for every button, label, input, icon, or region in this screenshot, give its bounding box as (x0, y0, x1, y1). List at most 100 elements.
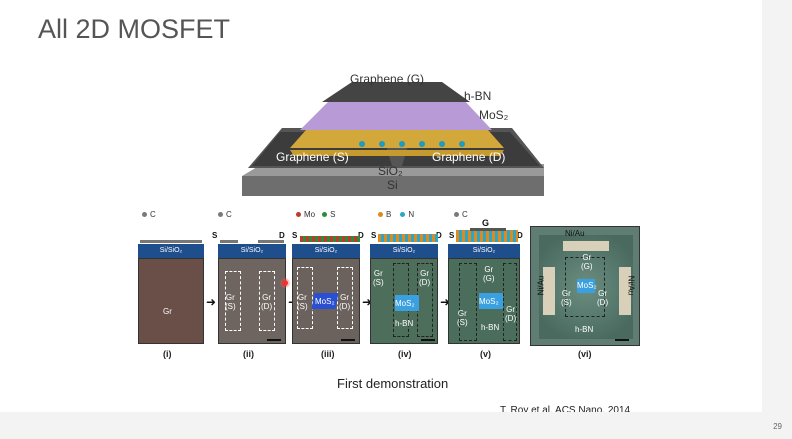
arrow-right-icon: ➜ (440, 295, 451, 309)
graphene-layer (220, 240, 238, 243)
mos2-layer (300, 236, 360, 242)
flake-outline (503, 263, 517, 341)
legend-label: C (226, 210, 232, 219)
carbon-dot-icon (218, 212, 223, 217)
bottom-status-bar: 29 (0, 412, 792, 439)
gr-d-label: Gr (D) (419, 269, 431, 287)
gate-label: G (482, 218, 490, 228)
legend-label: S (330, 210, 336, 219)
graphene-layer (140, 240, 202, 243)
substrate-bar: Si/SiO₂ (218, 244, 286, 258)
legend-carbon-1: C (142, 210, 156, 219)
hbn-label: h-BN (464, 89, 492, 103)
citation: T. Roy et al, ACS Nano, 2014 (500, 405, 631, 416)
mos2-flake (395, 295, 419, 311)
graphene-gate-layer (470, 228, 506, 231)
flake-outline (225, 271, 241, 331)
atom-dots (359, 141, 465, 147)
panel-vi: Ni/Au Ni/Au Ni/Au Gr (G) Gr (S) Gr (D) M… (530, 226, 640, 346)
nitrogen-dot-icon (400, 212, 406, 217)
source-label: S (212, 231, 218, 240)
scale-bar (615, 339, 629, 341)
gr-d-label: Gr (D) (261, 293, 273, 311)
hbn-label: h-BN (575, 325, 594, 334)
legend-label: C (150, 210, 156, 219)
slide-title: All 2D MOSFET (38, 14, 231, 44)
mos2-label: MoS₂ (479, 297, 499, 306)
legend-mos2: Mo S (296, 210, 335, 219)
right-scroll-area[interactable] (762, 0, 792, 439)
panel-numeral: (iv) (398, 349, 412, 359)
gr-s-label: Gr (S) (373, 269, 384, 287)
slide-caption: First demonstration (337, 376, 449, 391)
mos2-label: MoS₂ (315, 297, 335, 306)
sulfur-dot-icon (322, 212, 328, 217)
panel-numeral: (vi) (578, 349, 592, 359)
niau-pad (543, 267, 555, 315)
panel-numeral: (i) (163, 349, 172, 359)
carbon-dot-icon (454, 212, 459, 217)
carbon-dot-icon (142, 212, 147, 217)
device-illustration-svg (242, 82, 544, 196)
hbn-layer (378, 234, 438, 242)
panel-numeral: (ii) (243, 349, 254, 359)
panel-i: Gr (138, 258, 204, 344)
gr-s-label: Gr (S) (225, 293, 236, 311)
gr-s-label: Gr (S) (297, 293, 308, 311)
substrate-bar: Si/SiO₂ (370, 244, 438, 258)
panel-v: Gr (G) MoS₂ Gr (S) Gr (D) h-BN (448, 258, 520, 344)
gr-s-label: Gr (S) (561, 289, 572, 307)
device-illustration: Graphene (G) h-BN MoS₂ Graphene (S) Grap… (242, 68, 550, 200)
legend-label: N (408, 210, 415, 219)
panel-numeral: (iii) (321, 349, 335, 359)
graphene-s-label: Graphene (S) (276, 150, 349, 164)
gr-d-label: Gr (D) (505, 305, 517, 323)
panel-ii: Gr (S) Gr (D) (218, 258, 286, 344)
panel-numeral: (v) (480, 349, 491, 359)
slide: All 2D MOSFET Graphene (G) h-BN MoS₂ Gra… (38, 14, 640, 416)
gr-d-label: Gr (D) (597, 289, 609, 307)
mo-dot-icon (296, 212, 301, 217)
legend-label: B (386, 210, 392, 219)
graphene-d-label: Graphene (D) (432, 150, 506, 164)
legend-label: Mo (304, 210, 316, 219)
source-label: S (371, 231, 377, 240)
hbn-label: h-BN (481, 323, 500, 332)
arrow-right-icon: ➜ (362, 295, 373, 309)
panel-iv: Gr (S) Gr (D) MoS₂ h-BN (370, 258, 438, 344)
hbn-label: h-BN (395, 319, 414, 328)
niau-label: Ni/Au (565, 229, 585, 238)
gr-d-label: Gr (D) (339, 293, 351, 311)
arrow-right-icon: ➜ (206, 295, 217, 309)
source-label: S (292, 231, 298, 240)
legend-carbon-2: C (218, 210, 232, 219)
niau-pad (619, 267, 631, 315)
gr-s-label: Gr (S) (457, 309, 468, 327)
legend-carbon-3: C (454, 210, 468, 219)
cursor-pointer-icon (282, 280, 288, 286)
mos2-label: MoS₂ (395, 299, 415, 308)
hbn-layer (456, 230, 518, 242)
page-number: 29 (773, 422, 782, 431)
scale-bar (421, 339, 435, 341)
boron-dot-icon (378, 212, 383, 217)
niau-label: Ni/Au (626, 275, 636, 296)
flake-outline (259, 271, 275, 331)
gr-g-label: Gr (G) (483, 265, 495, 283)
drain-label: D (358, 231, 364, 240)
mos2-flake (479, 293, 503, 309)
drain-label: D (517, 231, 523, 240)
substrate-bar: Si/SiO₂ (292, 244, 360, 258)
scale-bar (267, 339, 281, 341)
gr-label: Gr (163, 307, 172, 316)
drain-label: D (436, 231, 442, 240)
gr-g-label: Gr (G) (581, 253, 593, 271)
si-label: Si (387, 178, 398, 192)
graphene-g-label: Graphene (G) (350, 72, 425, 86)
niau-label: Ni/Au (536, 275, 546, 296)
panel-iii: Gr (S) MoS₂ Gr (D) (292, 258, 360, 344)
sio2-label: SiO₂ (378, 164, 403, 178)
mos2-label: MoS₂ (479, 108, 509, 122)
mos2-label: MoS₂ (577, 281, 597, 290)
graphene-layer (258, 240, 284, 243)
